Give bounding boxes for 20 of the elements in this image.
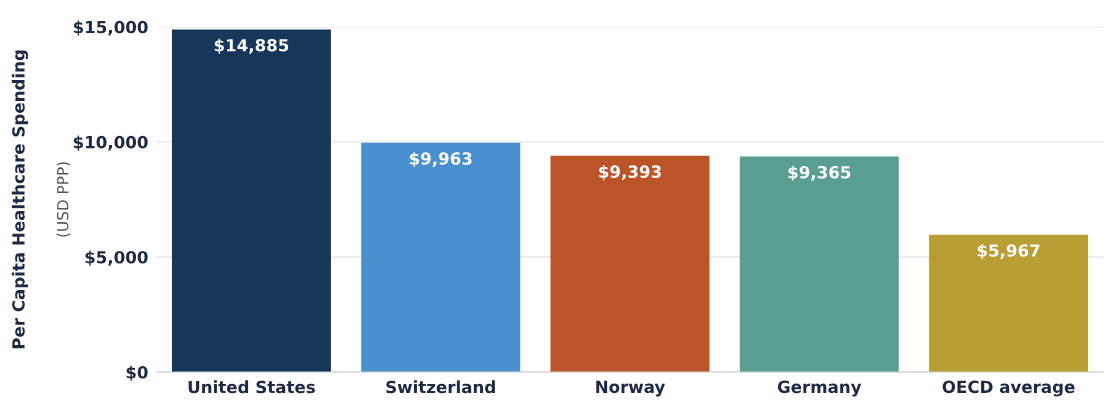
data-label: $9,393 <box>599 165 661 181</box>
bar <box>739 156 899 373</box>
y-tick-label: $15,000 <box>73 20 148 36</box>
data-label: $9,963 <box>409 151 472 168</box>
data-label: $14,885 <box>214 38 289 54</box>
y-tick-label: $5,000 <box>85 250 148 266</box>
y-tick-label: $0 <box>126 365 148 381</box>
x-tick-label: Norway <box>596 380 665 397</box>
bar <box>550 155 710 373</box>
bar <box>929 234 1089 373</box>
x-tick-label: Switzerland <box>386 380 495 394</box>
data-label: $5,967 <box>977 243 1040 260</box>
data-label: $9,365 <box>788 165 851 181</box>
x-tick-label: OECD average <box>942 380 1075 397</box>
bar <box>171 29 331 373</box>
y-tick-label: $10,000 <box>73 135 148 151</box>
bar <box>361 142 521 373</box>
text: Per Capita Healthcare Spending (USD PPP) <box>11 50 71 349</box>
x-tick-label: United States <box>188 380 315 394</box>
x-tick-label: Germany <box>777 380 862 397</box>
